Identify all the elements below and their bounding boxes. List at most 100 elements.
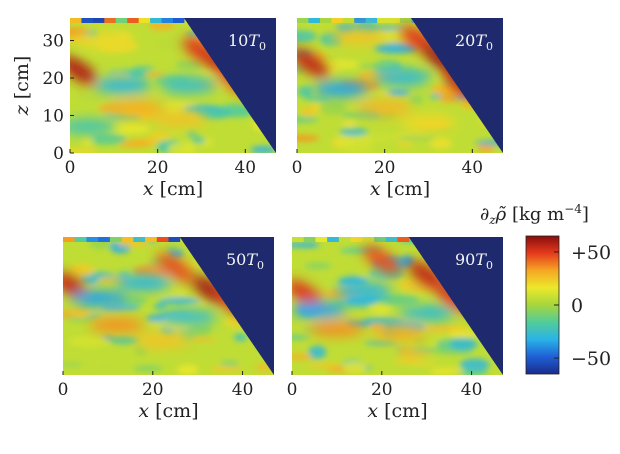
boundary-strip: [308, 18, 321, 23]
boundary-strip: [156, 237, 170, 242]
texture-blob: [357, 63, 397, 69]
boundary-strip: [173, 18, 186, 23]
texture-blob: [118, 139, 151, 148]
panel-time-label: 90T0: [455, 250, 493, 272]
boundary-strip: [145, 237, 158, 242]
texture-blob: [427, 323, 453, 333]
field-1: [70, 18, 276, 153]
boundary-strip: [150, 18, 163, 23]
texture-blob: [459, 358, 490, 372]
x-tick-label: 0: [58, 380, 69, 400]
boundary-strip: [109, 237, 123, 242]
texture-blob: [393, 357, 420, 364]
boundary-strip: [168, 237, 182, 242]
boundary-strip: [86, 237, 100, 242]
time-symbol: T: [246, 250, 258, 269]
boundary-strip: [127, 18, 140, 23]
anomaly-feature: [94, 77, 151, 94]
anomaly-feature: [88, 317, 145, 334]
texture-blob: [70, 148, 98, 153]
x-tick-label: 40: [234, 158, 256, 178]
x-tick-label: 20: [147, 158, 169, 178]
boundary-strip: [104, 18, 117, 23]
texture-blob: [342, 120, 357, 127]
texture-blob: [69, 306, 92, 319]
boundary-strip: [350, 237, 364, 242]
texture-blob: [154, 37, 189, 51]
y-axis-label: z [cm]: [11, 56, 33, 117]
boundary-strip: [74, 237, 88, 242]
anomaly-feature: [292, 279, 325, 310]
texture-blob: [250, 145, 276, 153]
texture-blob: [209, 365, 243, 373]
boundary-strip: [297, 18, 310, 23]
x-tick-label: 40: [461, 380, 483, 400]
anomaly-feature: [335, 282, 392, 299]
boundary-strip: [400, 18, 413, 23]
anomaly-feature: [107, 100, 164, 116]
texture-blob: [448, 329, 478, 338]
texture-blob: [148, 321, 169, 327]
texture-blob: [308, 345, 327, 359]
anomaly-feature: [160, 309, 217, 326]
time-number: 90: [455, 250, 475, 269]
texture-blob: [63, 362, 83, 367]
x-tick-label: 40: [461, 158, 483, 178]
texture-blob: [154, 287, 191, 298]
x-tick-label: 20: [142, 380, 164, 400]
anomaly-feature: [398, 305, 455, 322]
anomaly-feature: [312, 81, 369, 98]
colorbar-tick-label: 0: [571, 295, 583, 317]
texture-blob: [439, 92, 458, 104]
texture-blob: [185, 130, 198, 138]
texture-blob: [68, 336, 110, 347]
texture-blob: [304, 262, 332, 269]
boundary-strip: [354, 18, 367, 23]
y-tick-label: 0: [53, 144, 64, 164]
boundary-strip: [292, 237, 305, 242]
texture-blob: [477, 143, 494, 153]
texture-blob: [292, 335, 311, 340]
texture-blob: [177, 364, 199, 375]
x-tick-label: 20: [374, 158, 396, 178]
boundary-strip: [377, 18, 390, 23]
time-number: 20: [455, 31, 475, 50]
x-axis-label: x [cm]: [370, 178, 430, 200]
boundary-strip: [319, 18, 333, 23]
anomaly-feature: [156, 253, 194, 283]
colorbar-tick-label: +50: [571, 242, 611, 264]
texture-blob: [297, 134, 320, 142]
texture-blob: [297, 85, 313, 98]
texture-blob: [342, 361, 367, 374]
texture-blob: [300, 106, 317, 117]
boundary-strip: [303, 237, 317, 242]
texture-blob: [133, 365, 163, 372]
boundary-strip: [331, 18, 344, 23]
boundary-strip: [342, 18, 356, 23]
masked-region: [408, 237, 503, 375]
texture-blob: [297, 30, 317, 43]
boundary-strip: [327, 237, 340, 242]
colorbar: +50 0 −50 ∂zρ̃ [kg m−4]: [480, 202, 611, 375]
texture-blob: [75, 93, 113, 102]
boundary-strip: [385, 237, 399, 242]
boundary-strip: [81, 18, 94, 23]
colorbar-gradient: [525, 235, 560, 375]
x-tick-label: 0: [287, 380, 298, 400]
boundary-strip: [362, 237, 376, 242]
anomaly-feature: [160, 77, 217, 94]
texture-blob: [220, 361, 239, 367]
anomaly-feature: [330, 28, 387, 45]
x-tick-label: 0: [65, 158, 76, 178]
texture-blob: [175, 59, 202, 70]
time-symbol: T: [475, 250, 487, 269]
anomaly-feature: [407, 260, 446, 290]
anomaly-feature: [363, 245, 401, 275]
texture-blob: [84, 133, 127, 145]
texture-blob: [108, 336, 140, 345]
texture-blob: [100, 304, 141, 311]
texture-blob: [409, 94, 424, 105]
